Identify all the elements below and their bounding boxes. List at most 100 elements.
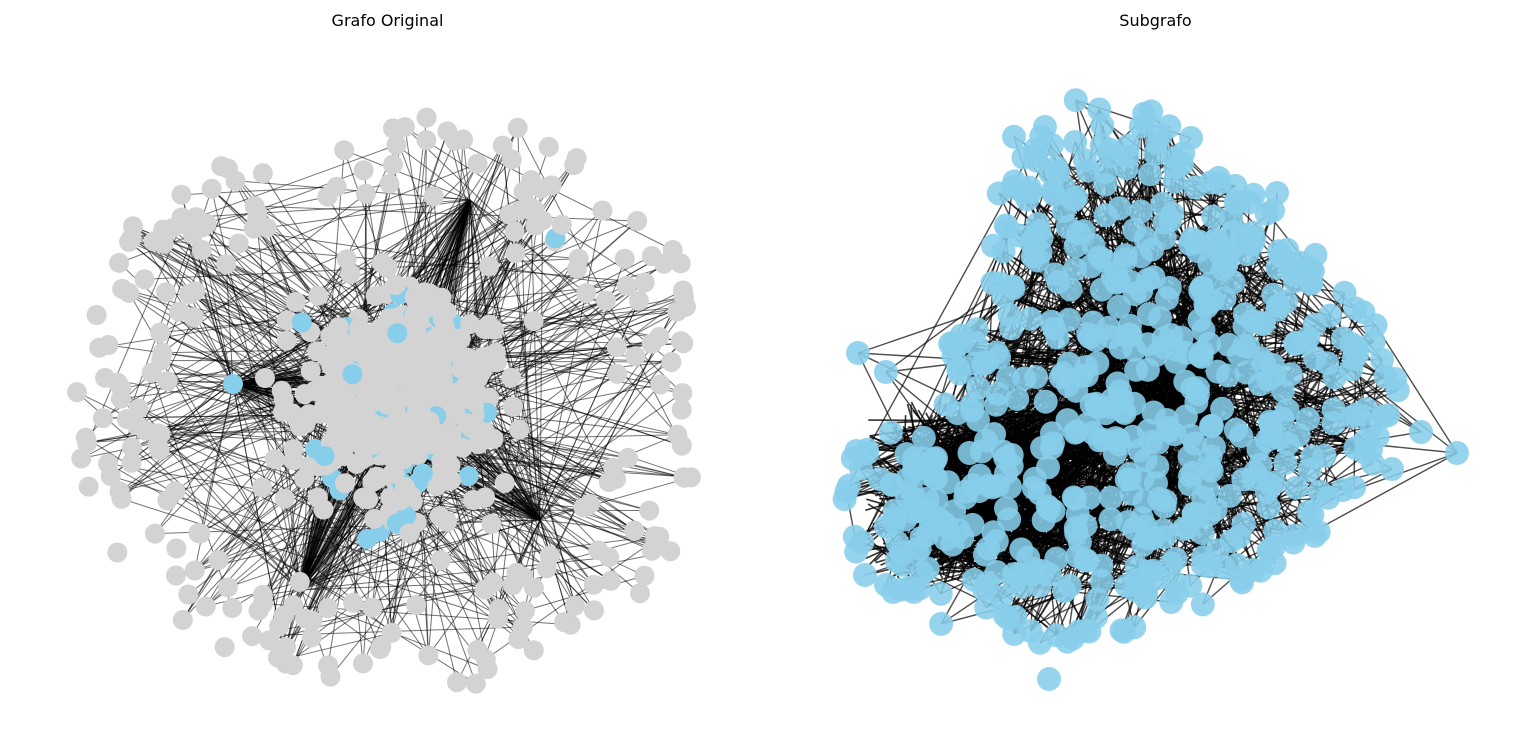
node: [196, 213, 217, 234]
node: [385, 274, 406, 295]
node: [264, 449, 285, 470]
node: [402, 409, 423, 430]
node: [223, 374, 243, 394]
node: [520, 197, 541, 218]
node: [671, 399, 692, 420]
edge: [232, 383, 429, 656]
node: [1261, 282, 1286, 307]
node: [283, 450, 304, 471]
node: [514, 601, 535, 621]
edge: [344, 149, 471, 201]
node: [1380, 457, 1404, 481]
edge: [951, 187, 1031, 344]
original-graph-panel: Grafo Original: [67, 11, 701, 694]
node: [228, 233, 249, 254]
node: [874, 360, 898, 384]
node: [509, 419, 530, 440]
node: [641, 333, 662, 354]
node: [1114, 156, 1139, 181]
node: [424, 344, 445, 365]
node: [506, 562, 527, 583]
node: [1154, 286, 1179, 311]
node: [353, 653, 373, 674]
edge: [160, 433, 599, 551]
node: [915, 556, 940, 581]
node: [295, 608, 316, 629]
node: [560, 614, 581, 635]
node: [1371, 404, 1396, 429]
node: [634, 565, 655, 586]
node: [149, 440, 170, 461]
node: [607, 363, 628, 384]
node: [672, 383, 693, 404]
node: [1213, 237, 1238, 261]
node: [1114, 573, 1139, 598]
node: [639, 500, 660, 521]
node: [468, 434, 489, 454]
edge: [85, 437, 477, 685]
node: [961, 567, 986, 592]
node: [588, 540, 609, 561]
node: [1182, 431, 1207, 456]
node: [454, 355, 475, 376]
node: [314, 446, 335, 466]
node: [483, 572, 504, 593]
node: [201, 178, 222, 199]
node: [991, 439, 1015, 464]
node: [107, 542, 128, 563]
node: [603, 457, 624, 478]
node: [252, 163, 273, 184]
node: [217, 577, 238, 598]
node: [1022, 144, 1047, 168]
node: [1111, 619, 1136, 644]
node: [71, 448, 92, 469]
node: [986, 382, 1011, 407]
node: [276, 310, 297, 331]
node: [1286, 423, 1311, 448]
node: [248, 600, 269, 621]
node: [1158, 208, 1183, 233]
node: [1240, 308, 1265, 333]
node: [214, 637, 235, 658]
node: [1159, 551, 1184, 576]
node: [501, 367, 522, 388]
node: [1199, 414, 1223, 439]
node: [1027, 481, 1052, 506]
edge: [299, 556, 610, 591]
original-graph-title: Grafo Original: [331, 11, 444, 30]
node: [244, 196, 265, 217]
node: [596, 290, 616, 311]
node: [1339, 357, 1364, 382]
node: [364, 508, 385, 529]
node: [349, 317, 370, 338]
node: [179, 284, 200, 304]
node: [1114, 324, 1139, 349]
node: [1224, 552, 1249, 577]
node: [1383, 367, 1408, 391]
edge: [1003, 422, 1023, 444]
node: [75, 427, 96, 448]
node: [1106, 294, 1131, 319]
node: [1284, 475, 1309, 500]
edge: [539, 300, 640, 521]
edge: [160, 360, 301, 591]
node: [1223, 173, 1248, 198]
node: [300, 361, 321, 381]
node: [458, 466, 479, 487]
node: [650, 374, 671, 395]
node: [629, 290, 649, 311]
node: [450, 328, 471, 349]
node: [1108, 379, 1132, 404]
node: [846, 341, 870, 365]
node: [1113, 243, 1138, 268]
node: [670, 331, 691, 352]
node: [1057, 573, 1082, 598]
edge: [462, 139, 471, 201]
node: [1210, 396, 1235, 421]
original-graph-nodes: [67, 107, 701, 694]
node: [1223, 417, 1248, 442]
node: [93, 408, 113, 429]
node: [1002, 622, 1027, 646]
node: [1002, 124, 1026, 149]
node: [1229, 222, 1254, 247]
